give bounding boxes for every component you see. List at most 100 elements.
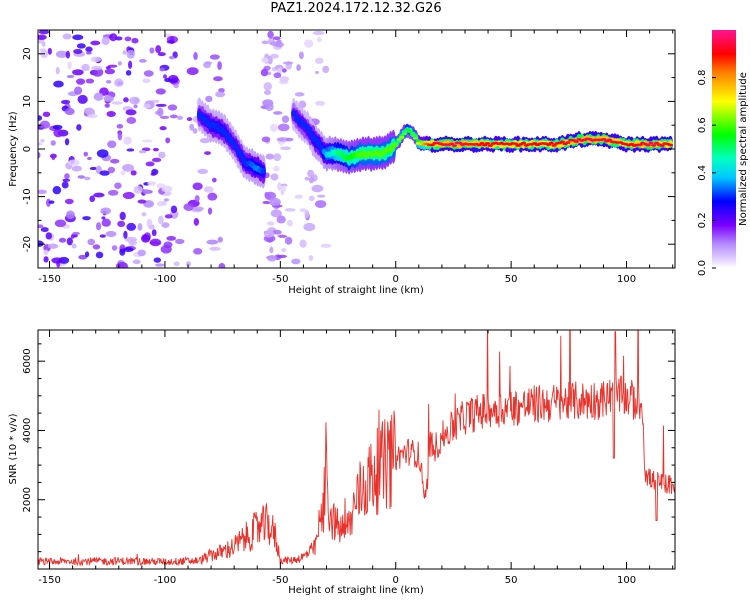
noise-blob [86,51,92,55]
noise-blob [126,222,137,231]
noise-blob [137,199,147,204]
noise-blob [50,140,56,146]
x-tick-label: 0 [393,274,399,285]
noise-blob [71,165,83,172]
ridge-cell [304,125,311,132]
noise-blob [82,216,91,221]
noise-blob [46,198,51,207]
noise-blob [58,237,67,243]
noise-blob [307,169,315,178]
noise-blob [117,220,126,228]
noise-blob [285,137,294,142]
ridge-cell [393,143,399,146]
colorbar-gradient [712,30,736,268]
noise-blob [203,186,214,193]
noise-blob [40,227,49,233]
noise-blob [303,222,316,232]
noise-blob [304,176,310,181]
noise-blob [71,243,77,249]
noise-blob [312,30,325,36]
noise-blob [66,237,73,246]
noise-blob [107,140,117,149]
noise-blob [95,251,104,259]
colorbar-tick-label: 0.8 [697,70,708,86]
noise-blob [155,263,165,267]
y-tick-label: -20 [22,236,33,252]
x-tick-label: 50 [505,575,518,586]
noise-blob [194,195,200,203]
ridge-cell [232,143,239,150]
y-tick-label: 0 [22,146,33,152]
noise-blob [152,147,159,152]
noise-blob [273,165,280,172]
noise-blob [159,67,165,72]
noise-blob [103,95,114,103]
ridge-cell [451,144,457,147]
noise-blob [138,58,147,63]
noise-blob [101,218,111,227]
noise-blob [123,97,129,103]
noise-blob [157,215,164,225]
noise-blob [155,88,166,95]
ridge-cell [559,140,565,144]
noise-blob [151,157,162,163]
x-tick-label: -50 [272,274,288,285]
noise-blob [39,48,46,52]
noise-blob [209,246,221,251]
noise-blob [142,234,147,241]
noise-blob [199,137,211,144]
noise-blob [122,262,129,268]
noise-blob [89,195,96,203]
noise-blob [166,236,177,241]
noise-blob [218,263,226,268]
noise-blob [93,192,105,198]
noise-blob [274,42,284,48]
noise-blob [207,207,213,215]
noise-blob [272,36,281,41]
noise-blob [159,115,170,120]
ridge-cell [224,132,230,140]
noise-blob [276,215,286,224]
noise-blob [72,34,84,41]
y-tick-label: 4000 [22,418,33,443]
noise-blob [158,151,166,159]
colorbar-tick-label: 0.6 [697,117,708,133]
noise-blob [308,176,314,184]
noise-blob [217,236,223,243]
noise-blob [279,76,290,82]
noise-blob [166,40,175,44]
ridge-cell [482,143,488,147]
noise-blob [38,30,50,35]
noise-blob [174,238,185,245]
noise-blob [197,168,209,175]
noise-blob [159,126,167,131]
noise-blob [61,181,69,189]
ridge-cell [512,142,518,145]
noise-blob [41,41,46,47]
noise-blob [105,79,112,84]
snr-ylabel: SNR (10 * v/v) [8,413,19,484]
ridge-cell [230,139,236,146]
ridge-cell [551,144,557,147]
noise-blob [147,181,156,186]
noise-blob [133,185,143,194]
noise-blob [261,136,271,143]
colorbar-tick-label: 0.2 [697,212,708,228]
noise-blob [64,107,75,116]
noise-blob [62,33,72,40]
noise-blob [186,67,199,76]
noise-blob [149,238,162,247]
noise-blob [90,65,103,71]
noise-blob [107,166,116,174]
noise-blob [126,148,135,152]
ridge-cell [307,129,313,136]
noise-blob [311,184,324,193]
noise-blob [145,161,155,167]
noise-blob [294,92,305,97]
ridge-cell [448,142,455,146]
noise-blob [124,36,132,42]
noise-blob [122,164,135,172]
x-tick-label: 100 [617,575,636,586]
x-tick-label: -150 [38,274,61,285]
noise-blob [106,111,116,117]
